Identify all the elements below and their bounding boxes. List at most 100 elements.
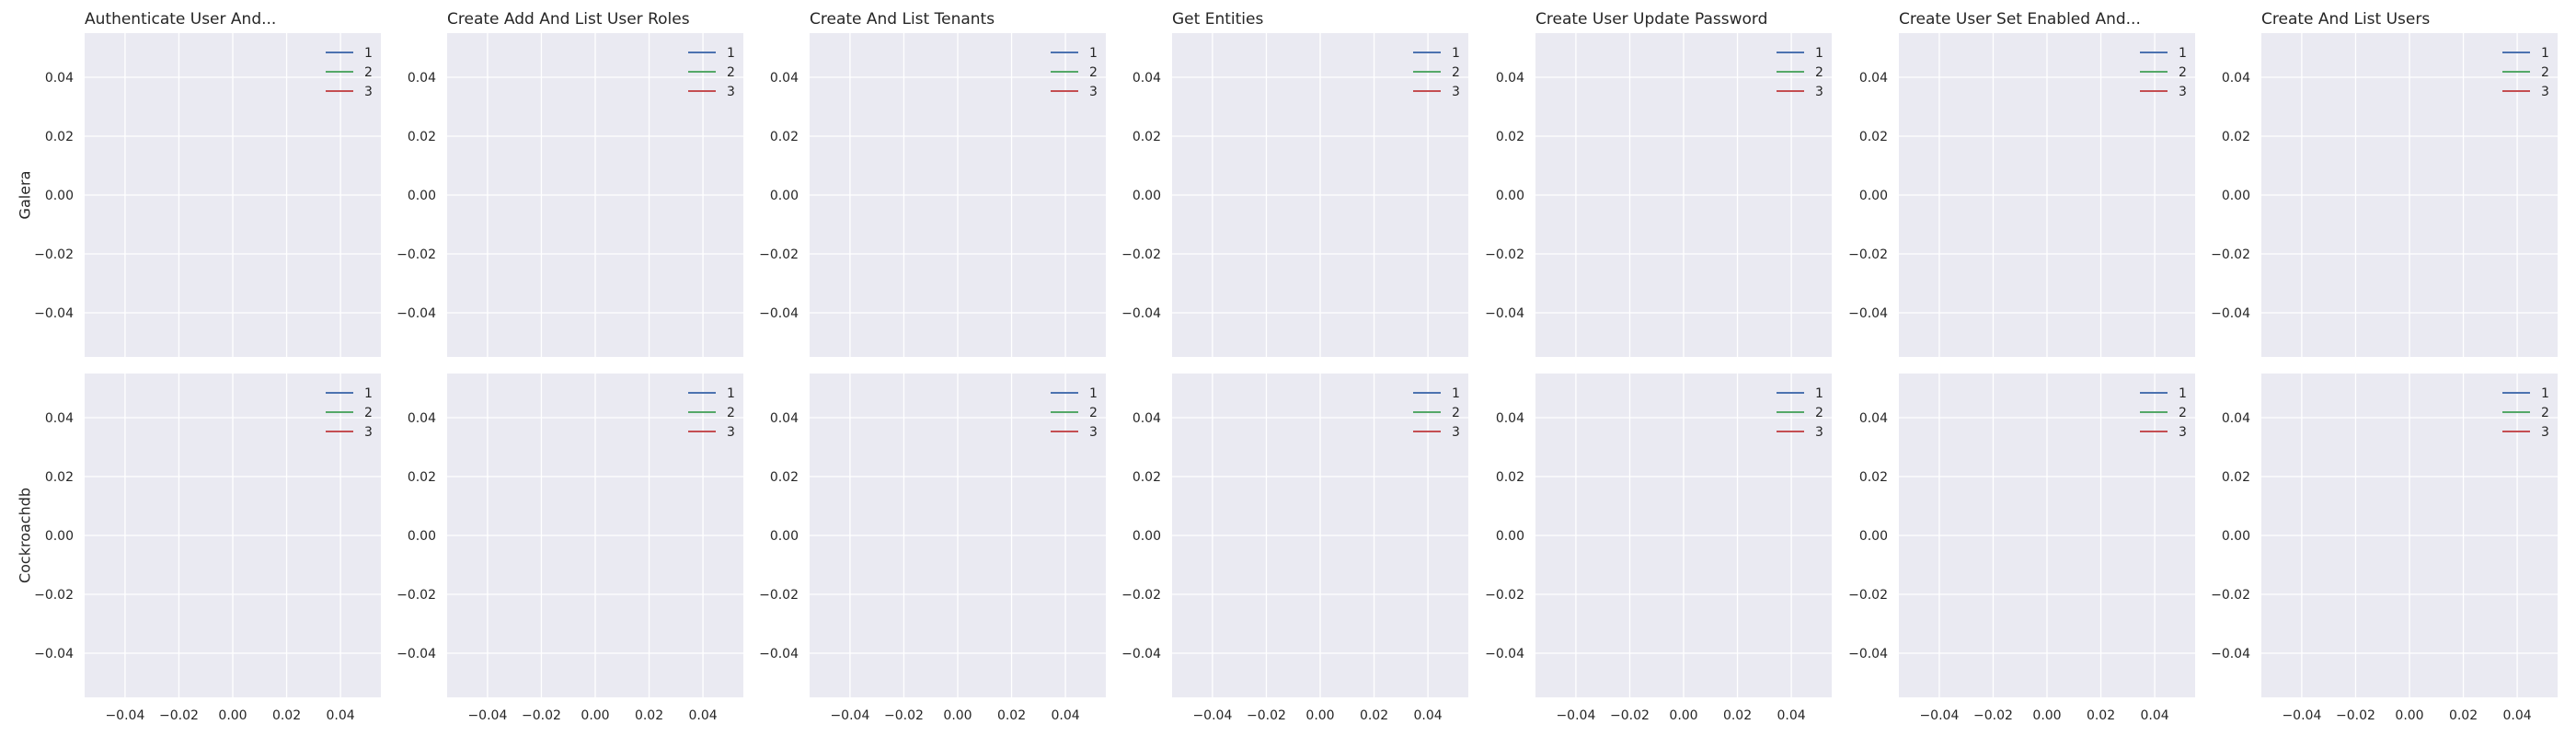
legend: 1 2 3: [326, 386, 373, 440]
panel-title: Get Entities: [1172, 10, 1263, 29]
y-tick-label: 0.00: [1133, 529, 1161, 544]
legend-label-1: 1: [2541, 46, 2549, 61]
panel-r1-c6: 0.04 0.02 0.00 −0.02 −0.04 −0.04 −0.02 0.00 0.02…: [2211, 374, 2558, 723]
y-tick-label: 0.02: [1133, 130, 1161, 144]
x-tick-label: 0.04: [2503, 708, 2532, 723]
legend-label-1: 1: [727, 46, 735, 61]
y-tick-label: 0.00: [408, 529, 436, 544]
legend-label-2: 2: [2179, 65, 2187, 80]
legend-label-2: 2: [364, 406, 373, 420]
y-tick-label: 0.02: [408, 470, 436, 485]
x-tick-label: 0.02: [1723, 708, 1752, 723]
y-tick-label: −0.02: [397, 247, 436, 262]
y-tick-label: 0.00: [1859, 529, 1888, 544]
y-tick-label: −0.02: [1485, 588, 1524, 603]
x-tick-label: −0.02: [522, 708, 561, 723]
x-tick-label: 0.04: [1414, 708, 1443, 723]
y-tick-label: −0.02: [2211, 588, 2250, 603]
legend-label-2: 2: [1452, 406, 1460, 420]
x-tick-label: 0.02: [2087, 708, 2115, 723]
legend-label-3: 3: [1815, 85, 1823, 99]
legend-label-3: 3: [1815, 425, 1823, 440]
panel-r0-c0: 0.04 0.02 0.00 −0.02 −0.04 Authenticate User …: [34, 10, 381, 357]
panel-r0-c4: 0.04 0.02 0.00 −0.02 −0.04 Create User Update…: [1485, 10, 1832, 357]
panel-title: Create And List Tenants: [810, 10, 995, 29]
y-tick-label: 0.04: [1133, 411, 1161, 426]
x-tick-label: −0.02: [1247, 708, 1286, 723]
legend: 1 2 3: [688, 386, 735, 440]
legend-label-1: 1: [1089, 386, 1098, 401]
y-tick-label: 0.00: [770, 189, 799, 203]
y-tick-label: −0.04: [397, 647, 436, 661]
legend: 1 2 3: [2140, 46, 2187, 99]
panel-r1-c2: 0.04 0.02 0.00 −0.02 −0.04 −0.04 −0.02 0.00 0.02…: [759, 374, 1106, 723]
panel-r0-c2: 0.04 0.02 0.00 −0.02 −0.04 Create And List Te…: [759, 10, 1106, 357]
y-tick-label: 0.04: [45, 71, 74, 86]
legend-label-1: 1: [364, 46, 373, 61]
legend: 1 2 3: [1777, 46, 1823, 99]
y-tick-label: −0.04: [34, 647, 74, 661]
y-tick-label: −0.04: [397, 306, 436, 321]
x-tick-label: −0.04: [830, 708, 869, 723]
legend-label-1: 1: [1815, 386, 1823, 401]
y-tick-label: 0.00: [2222, 189, 2250, 203]
legend-label-1: 1: [1089, 46, 1098, 61]
y-tick-label: 0.00: [408, 189, 436, 203]
panels: 0.04 0.02 0.00 −0.02 −0.04 Authenticate User …: [34, 10, 2558, 723]
x-tick-label: −0.02: [884, 708, 924, 723]
y-tick-label: −0.04: [759, 647, 799, 661]
y-tick-label: −0.02: [1848, 247, 1888, 262]
panel-r0-c6: 0.04 0.02 0.00 −0.02 −0.04 Create And List Us…: [2211, 10, 2558, 357]
y-tick-label: 0.02: [1859, 470, 1888, 485]
y-tick-label: 0.04: [1496, 71, 1524, 86]
y-tick-label: 0.04: [770, 411, 799, 426]
legend-label-1: 1: [727, 386, 735, 401]
legend: 1 2 3: [2502, 386, 2549, 440]
y-tick-label: 0.04: [770, 71, 799, 86]
y-tick-label: −0.04: [1485, 647, 1524, 661]
y-tick-label: 0.04: [1496, 411, 1524, 426]
y-tick-label: 0.04: [1859, 411, 1888, 426]
legend-label-2: 2: [1815, 406, 1823, 420]
legend: 1 2 3: [1413, 386, 1460, 440]
y-tick-label: −0.04: [1848, 647, 1888, 661]
legend-label-2: 2: [2541, 65, 2549, 80]
legend-label-2: 2: [2541, 406, 2549, 420]
legend-label-1: 1: [2541, 386, 2549, 401]
legend-label-1: 1: [2179, 46, 2187, 61]
legend-label-1: 1: [364, 386, 373, 401]
y-tick-label: −0.02: [34, 247, 74, 262]
x-tick-label: 0.00: [1669, 708, 1697, 723]
legend-label-3: 3: [1452, 85, 1460, 99]
legend-label-3: 3: [1089, 85, 1098, 99]
legend-label-2: 2: [2179, 406, 2187, 420]
y-tick-label: −0.02: [34, 588, 74, 603]
panel-r0-c3: 0.04 0.02 0.00 −0.02 −0.04 Get Entities 1 2 3: [1121, 10, 1468, 357]
panel-title: Create User Set Enabled And...: [1899, 10, 2141, 29]
legend-label-3: 3: [1452, 425, 1460, 440]
y-tick-label: −0.04: [2211, 306, 2250, 321]
y-tick-label: 0.02: [770, 470, 799, 485]
y-tick-label: −0.02: [759, 247, 799, 262]
legend-label-1: 1: [1815, 46, 1823, 61]
x-tick-label: 0.00: [2395, 708, 2423, 723]
legend-label-3: 3: [2541, 425, 2549, 440]
y-tick-label: 0.02: [408, 130, 436, 144]
x-tick-label: −0.02: [159, 708, 199, 723]
legend-label-3: 3: [727, 85, 735, 99]
x-tick-label: −0.04: [1919, 708, 1959, 723]
legend-label-3: 3: [727, 425, 735, 440]
panel-title: Authenticate User And...: [85, 10, 276, 29]
x-tick-label: 0.00: [943, 708, 972, 723]
y-tick-label: 0.00: [2222, 529, 2250, 544]
y-tick-label: 0.00: [1859, 189, 1888, 203]
legend-label-1: 1: [2179, 386, 2187, 401]
x-tick-label: 0.02: [2449, 708, 2478, 723]
y-tick-label: 0.04: [408, 411, 436, 426]
x-tick-label: −0.02: [1610, 708, 1650, 723]
legend-label-3: 3: [364, 85, 373, 99]
y-tick-label: 0.00: [45, 189, 74, 203]
legend: 1 2 3: [2502, 46, 2549, 99]
y-tick-label: 0.00: [45, 529, 74, 544]
legend-label-2: 2: [1452, 65, 1460, 80]
